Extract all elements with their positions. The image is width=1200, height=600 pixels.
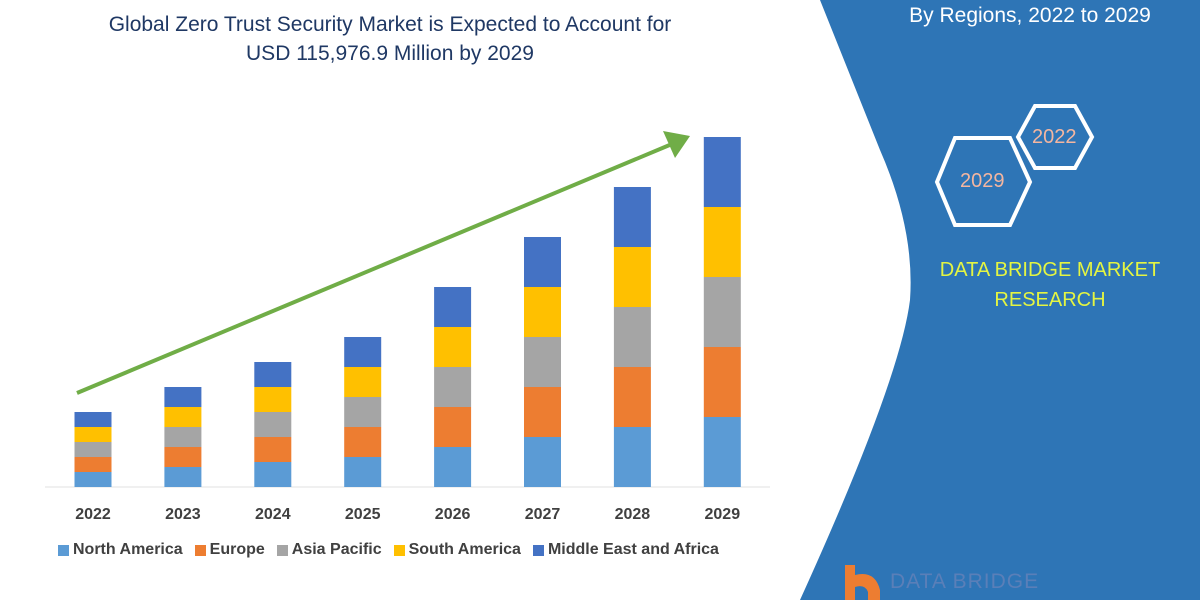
legend-item: Asia Pacific (276, 541, 382, 559)
bar-segment-2025-europe (344, 427, 382, 457)
bar-segment-2029-middle-east-and-africa (703, 137, 741, 207)
x-tick-label: 2028 (615, 506, 651, 523)
x-tick-label: 2029 (705, 506, 741, 523)
bar-segment-2022-south-america (74, 427, 112, 442)
legend-item: South America (393, 541, 521, 559)
bar-segment-2022-middle-east-and-africa (74, 412, 112, 427)
bar-segment-2027-europe (524, 387, 561, 437)
title-line-2: USD 115,976.9 Million by 2029 (246, 42, 534, 65)
bar-segment-2026-south-america (434, 327, 472, 367)
bar-segment-2027-middle-east-and-africa (524, 237, 561, 287)
logo-icon (845, 565, 880, 600)
bar-segment-2022-europe (74, 457, 112, 472)
brand-line-2: RESEARCH (994, 289, 1106, 311)
logo-text: DATA BRIDGE (890, 570, 1040, 593)
bar-segment-2029-asia-pacific (703, 277, 741, 347)
bar-segment-2029-north-america (703, 417, 741, 487)
bar-segment-2023-asia-pacific (164, 427, 202, 447)
bar-segment-2024-north-america (254, 462, 292, 487)
bar-segment-2028-north-america (613, 427, 651, 487)
brand-line-1: DATA BRIDGE MARKET (939, 259, 1161, 281)
bar-segment-2027-north-america (524, 437, 561, 487)
bar-segment-2029-south-america (703, 207, 741, 277)
bar-segment-2025-south-america (344, 367, 382, 397)
bar-segment-2026-north-america (434, 447, 472, 487)
legend-swatch (532, 544, 544, 556)
bar-segment-2022-north-america (74, 472, 112, 487)
panel-subtitle: By Regions, 2022 to 2029 (909, 4, 1151, 27)
legend-item: North America (58, 541, 183, 559)
legend-label: Europe (209, 541, 265, 558)
chart-title: Global Zero Trust Security Market is Exp… (30, 10, 750, 68)
legend-swatch (58, 544, 69, 556)
bar-segment-2024-south-america (254, 387, 292, 412)
bar-segment-2028-europe (613, 367, 651, 427)
x-tick-label: 2025 (345, 506, 381, 523)
x-tick-label: 2023 (165, 506, 201, 523)
bar-segment-2026-europe (434, 407, 472, 447)
bar-segment-2027-south-america (524, 287, 561, 337)
bar-segment-2029-europe (703, 347, 741, 417)
legend-label: North America (73, 541, 183, 558)
title-line-1: Global Zero Trust Security Market is Exp… (108, 13, 672, 36)
legend-label: South America (408, 541, 521, 558)
legend-item: Europe (194, 541, 265, 559)
legend-label: Asia Pacific (291, 541, 382, 558)
bar-segment-2024-middle-east-and-africa (254, 362, 292, 387)
x-tick-label: 2024 (255, 506, 291, 523)
bar-segment-2026-asia-pacific (434, 367, 472, 407)
bar-segment-2025-north-america (344, 457, 382, 487)
legend-swatch (276, 544, 288, 556)
x-tick-label: 2026 (435, 506, 471, 523)
bar-segment-2028-middle-east-and-africa (613, 187, 651, 247)
hexagon-2029 (934, 136, 1033, 227)
trend-arrowhead (663, 131, 690, 158)
bar-segment-2024-europe (254, 437, 292, 462)
bar-segment-2024-asia-pacific (254, 412, 292, 437)
legend-item: Middle East and Africa (532, 541, 719, 559)
bar-segment-2023-north-america (164, 467, 202, 487)
bar-segment-2025-asia-pacific (344, 397, 382, 427)
bar-segment-2027-asia-pacific (524, 337, 561, 387)
hexagon-2022 (1015, 104, 1095, 170)
bar-segment-2028-south-america (613, 247, 651, 307)
x-tick-label: 2022 (75, 506, 111, 523)
brand-text: DATA BRIDGE MARKET RESEARCH (915, 255, 1185, 315)
bar-segment-2023-south-america (164, 407, 202, 427)
bar-segment-2022-asia-pacific (74, 442, 112, 457)
hex-label-2022: 2022 (1032, 126, 1077, 148)
bar-segment-2023-middle-east-and-africa (164, 387, 202, 407)
legend-swatch (194, 544, 206, 556)
blue-panel (800, 0, 1200, 600)
bar-segment-2026-middle-east-and-africa (434, 287, 472, 327)
trend-arrow (76, 142, 673, 395)
legend-swatch (393, 544, 405, 556)
bar-segment-2025-middle-east-and-africa (344, 337, 382, 367)
bar-segment-2028-asia-pacific (613, 307, 651, 367)
hex-label-2029: 2029 (960, 170, 1005, 192)
legend: North America Europe Asia Pacific South Ame… (58, 541, 719, 559)
x-tick-label: 2027 (525, 506, 561, 523)
bar-segment-2023-europe (164, 447, 202, 467)
legend-label: Middle East and Africa (547, 541, 719, 558)
